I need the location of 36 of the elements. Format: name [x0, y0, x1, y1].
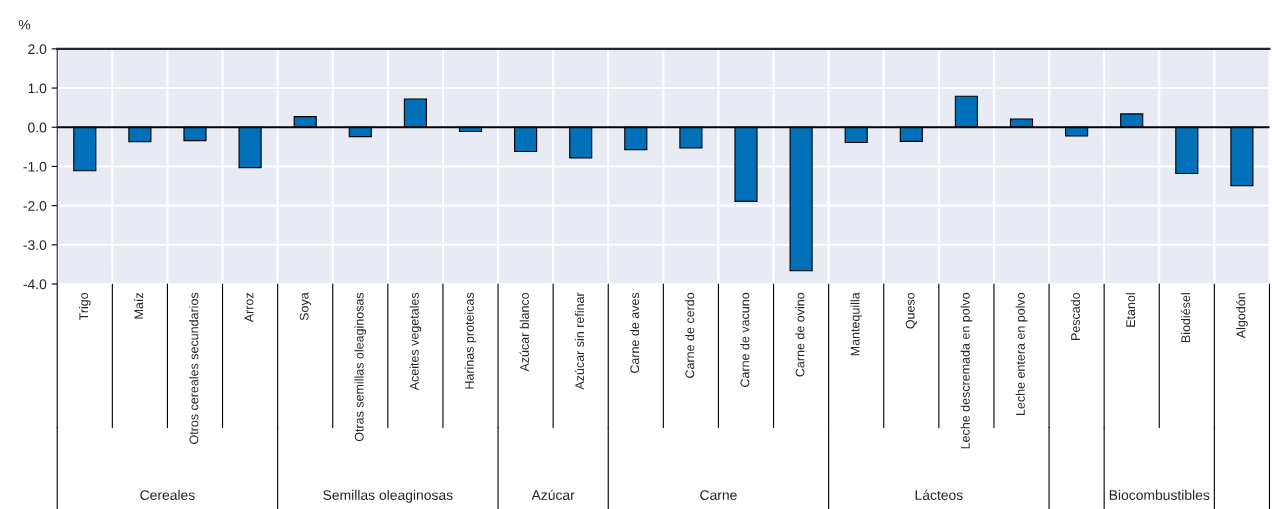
x-tick-label: Harinas proteicas — [464, 292, 477, 389]
y-tick-label: -1.0 — [23, 161, 47, 172]
text: Semillas oleaginosas — [323, 489, 453, 503]
x-tick-label: Leche entera en polvo — [1015, 292, 1028, 416]
x-tick-label: Soya — [299, 292, 312, 321]
y-tick-label: 1.0 — [28, 83, 47, 94]
text: Carne — [700, 490, 737, 500]
x-tick-label: Algodón — [1236, 293, 1248, 339]
y-tick-label: -2.0 — [23, 200, 47, 211]
x-tick-label: Biodiésel — [1180, 293, 1191, 343]
x-tick-label: Maíz — [133, 292, 144, 319]
x-tick-label: Mantequilla — [850, 292, 863, 356]
x-tick-label: Trigo — [78, 292, 91, 321]
x-tick-label: Carne de vacuno — [740, 292, 750, 387]
y-tick-label: 2.0 — [28, 44, 47, 55]
x-tick-label: Carne de ovino — [795, 292, 805, 377]
text: Biocombustibles — [1109, 489, 1210, 500]
x-tick-label: Pescado — [1070, 292, 1080, 340]
x-tick-label: Otros cereales secundarios — [189, 292, 199, 444]
y-tick-label: 0.0 — [28, 122, 47, 133]
x-tick-label: Aceites vegetales — [409, 292, 422, 391]
text: Lácteos — [915, 489, 963, 500]
x-tick-label: Azúcar blanco — [519, 292, 529, 372]
x-tick-label: Queso — [905, 292, 917, 329]
y-tick-label: -3.0 — [23, 240, 47, 250]
x-tick-label: Otras semillas oleaginosas — [354, 292, 367, 442]
x-tick-label: Carne de aves — [629, 292, 640, 374]
text: Cereales — [140, 489, 195, 500]
x-tick-label: Leche descremada en polvo — [960, 292, 973, 449]
x-tick-label: Azúcar sin refinar — [574, 292, 585, 390]
y-axis-title: % — [18, 19, 31, 30]
text: Azúcar — [531, 489, 575, 500]
x-tick-label: Carne de cerdo — [685, 292, 695, 378]
x-tick-label: Arroz — [244, 292, 254, 323]
x-tick-label: Etanol — [1125, 293, 1136, 327]
y-tick-label: -4.0 — [23, 279, 47, 290]
